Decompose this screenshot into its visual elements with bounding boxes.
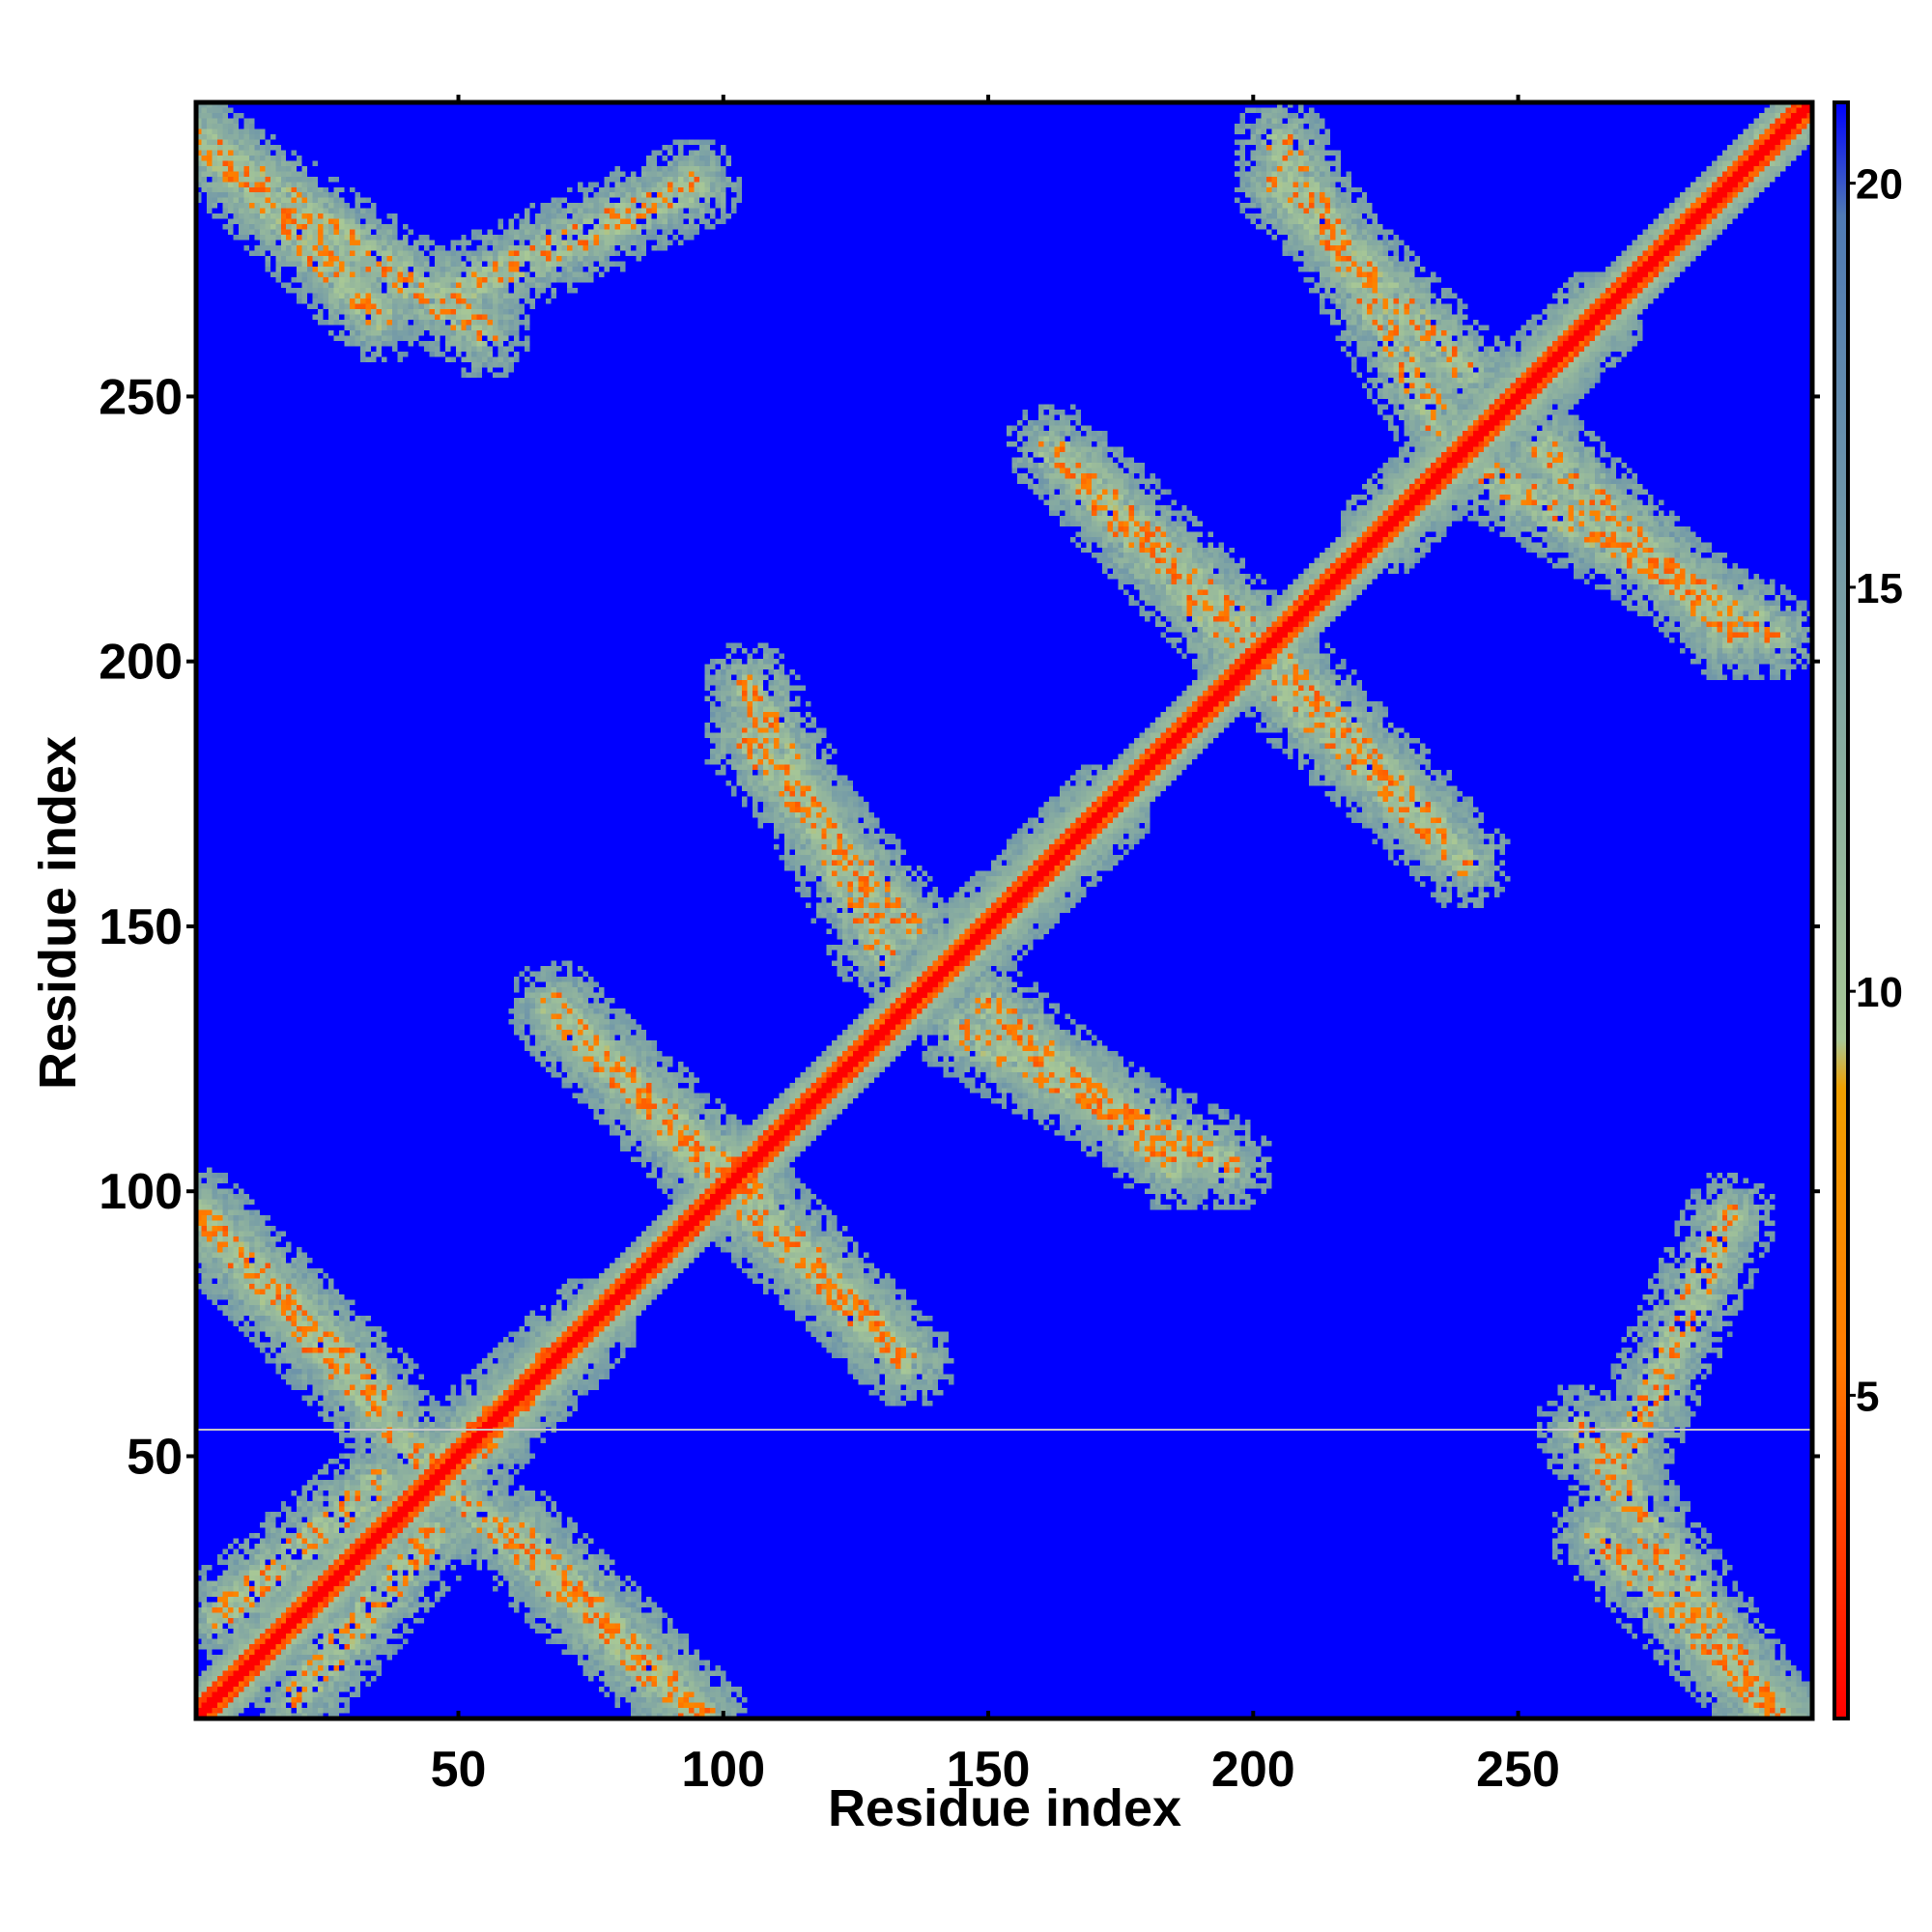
plot-frame xyxy=(193,99,1815,1721)
heatmap-canvas xyxy=(196,102,1812,1719)
y-tick-label: 200 xyxy=(99,635,183,691)
colorbar-ticks: 5 10 15 20 xyxy=(1848,161,1903,1420)
x-axis-label: Residue index xyxy=(828,1779,1181,1837)
y-tick-label: 150 xyxy=(99,899,183,955)
colorbar: 5 10 15 20 xyxy=(1833,100,1903,1720)
x-tick-label: 50 xyxy=(431,1742,487,1798)
y-tick-label: 50 xyxy=(127,1429,183,1485)
x-axis: 50 100 150 200 250 xyxy=(431,95,1560,1798)
x-tick-label: 150 xyxy=(947,1742,1031,1798)
y-tick-label: 100 xyxy=(99,1164,183,1220)
y-axis-label: Residue index xyxy=(29,736,87,1090)
colorbar-scale xyxy=(1833,100,1850,1720)
y-axis: 50 100 150 200 250 xyxy=(99,369,1820,1485)
colorbar-tick-label: 5 xyxy=(1856,1373,1879,1420)
x-tick-label: 250 xyxy=(1476,1742,1560,1798)
heatmap-plot-area xyxy=(196,102,1812,1719)
x-tick-label: 100 xyxy=(681,1742,765,1798)
x-tick-label: 200 xyxy=(1211,1742,1295,1798)
y-tick-label: 250 xyxy=(99,369,183,425)
colorbar-tick-label: 10 xyxy=(1856,969,1903,1016)
heatmap-cells xyxy=(196,102,1812,1719)
colorbar-tick-label: 15 xyxy=(1856,565,1903,612)
colorbar-tick-label: 20 xyxy=(1856,161,1903,209)
